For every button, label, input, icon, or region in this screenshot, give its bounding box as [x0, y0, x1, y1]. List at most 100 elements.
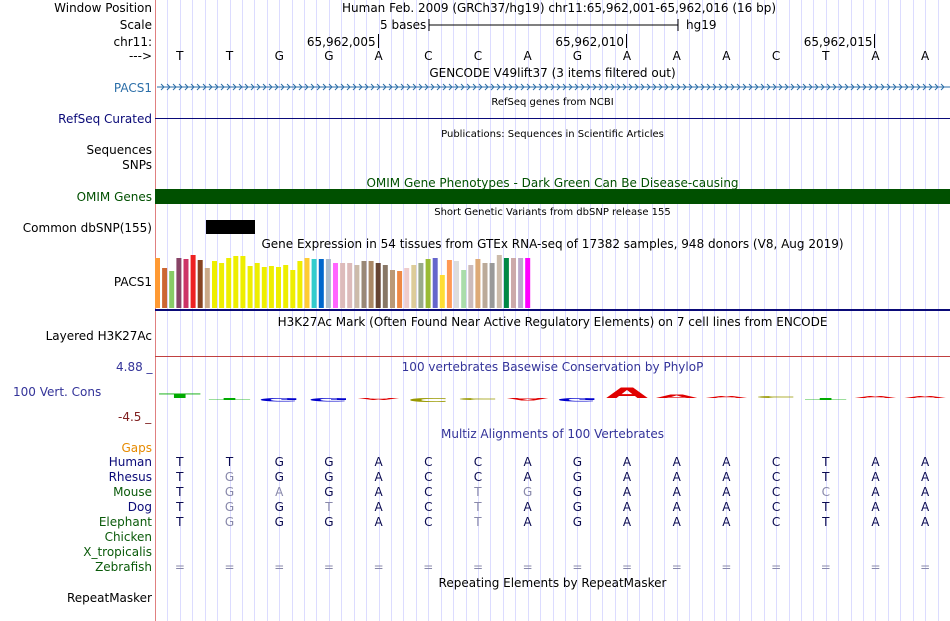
- multiz-species-label[interactable]: X_tropicalis: [83, 545, 152, 559]
- gtex-bar: [432, 258, 438, 308]
- gencode-strand-chevron: [664, 83, 669, 91]
- multiz-base: A: [622, 485, 632, 499]
- gencode-strand-chevron: [688, 83, 693, 91]
- multiz-base: =: [274, 560, 285, 574]
- multiz-base: G: [572, 485, 582, 499]
- gencode-strand-chevron: [670, 83, 675, 91]
- multiz-base: C: [771, 485, 781, 499]
- publications-label[interactable]: Sequences: [86, 143, 152, 157]
- dbsnp-variant[interactable]: [206, 220, 255, 234]
- multiz-base: T: [176, 455, 184, 469]
- gencode-strand-chevron: [388, 83, 393, 91]
- gencode-strand-chevron: [340, 83, 345, 91]
- h3k27ac-baseline: [155, 356, 950, 357]
- multiz-species-label[interactable]: Rhesus: [108, 470, 152, 484]
- refseq-label[interactable]: RefSeq Curated: [58, 112, 152, 126]
- multiz-base: A: [921, 485, 930, 499]
- multiz-base: A: [275, 485, 284, 499]
- gencode-label[interactable]: PACS1: [113, 81, 152, 95]
- chrom-label: chr11:: [113, 35, 152, 49]
- gtex-bar: [162, 268, 168, 308]
- gencode-gene-track[interactable]: [157, 82, 950, 92]
- gencode-strand-chevron: [796, 83, 801, 91]
- multiz-species-label[interactable]: Chicken: [104, 530, 152, 544]
- gtex-label[interactable]: PACS1: [113, 275, 152, 289]
- gtex-bar: [368, 261, 374, 308]
- multiz-base: A: [921, 515, 930, 529]
- multiz-row: [155, 545, 950, 560]
- gencode-strand-chevron: [922, 83, 927, 91]
- multiz-base: C: [771, 500, 781, 514]
- multiz-species-label[interactable]: Mouse: [113, 485, 152, 499]
- gencode-strand-chevron: [376, 83, 381, 91]
- multiz-base: =: [224, 560, 235, 574]
- gencode-strand-chevron: [502, 83, 507, 91]
- gencode-strand-chevron: [700, 83, 705, 91]
- gencode-strand-chevron: [298, 83, 303, 91]
- gencode-strand-chevron: [322, 83, 327, 91]
- gencode-strand-chevron: [856, 83, 861, 91]
- cons-logo-base: A: [705, 396, 749, 399]
- multiz-base: G: [224, 500, 235, 514]
- dbsnp-label[interactable]: Common dbSNP(155): [22, 221, 152, 235]
- multiz-species-label[interactable]: Dog: [127, 500, 152, 514]
- gencode-strand-chevron: [424, 83, 429, 91]
- multiz-base: C: [771, 455, 781, 469]
- multiz-base: T: [225, 455, 234, 469]
- multiz-base: =: [572, 560, 583, 574]
- gencode-strand-chevron: [574, 83, 579, 91]
- multiz-base: G: [274, 470, 284, 484]
- multiz-species-label[interactable]: Zebrafish: [95, 560, 152, 574]
- gencode-strand-chevron: [232, 83, 237, 91]
- multiz-base: A: [672, 470, 681, 484]
- multiz-base: =: [323, 560, 334, 574]
- multiz-row: = = = = = = = = = = = = = = = =: [155, 560, 950, 575]
- gtex-bar: [390, 270, 395, 308]
- omim-label[interactable]: OMIM Genes: [76, 190, 152, 204]
- gtex-bar-chart[interactable]: [155, 255, 555, 308]
- gencode-strand-chevron: [196, 83, 201, 91]
- multiz-species-label[interactable]: Human: [108, 455, 152, 469]
- cons-label[interactable]: 100 Vert. Cons: [13, 385, 102, 399]
- gencode-strand-chevron: [550, 83, 555, 91]
- gencode-strand-chevron: [184, 83, 189, 91]
- gencode-strand-chevron: [400, 83, 405, 91]
- gencode-strand-chevron: [292, 83, 297, 91]
- multiz-base: G: [572, 455, 582, 469]
- gencode-strand-chevron: [898, 83, 903, 91]
- ruler-coord: 65,962,005: [306, 35, 376, 49]
- multiz-base: T: [176, 515, 184, 529]
- repeatmasker-label[interactable]: RepeatMasker: [66, 591, 152, 605]
- gencode-strand-chevron: [370, 83, 375, 91]
- gencode-strand-chevron: [940, 83, 945, 91]
- multiz-base: A: [622, 455, 632, 469]
- multiz-base: G: [324, 470, 334, 484]
- ruler-tick: [874, 34, 876, 48]
- omim-phenotype-bar[interactable]: [155, 189, 950, 204]
- gtex-bar: [347, 263, 353, 308]
- multiz-base: A: [622, 500, 632, 514]
- gtex-bar: [496, 255, 502, 308]
- cons-logo-base: A: [656, 394, 704, 399]
- multiz-base: G: [274, 455, 284, 469]
- window-position-value: Human Feb. 2009 (GRCh37/hg19) chr11:65,9…: [342, 1, 777, 15]
- snps-label[interactable]: SNPs: [122, 158, 152, 172]
- gencode-strand-chevron: [652, 83, 657, 91]
- multiz-base: =: [721, 560, 732, 574]
- ruler-base: C: [424, 49, 433, 63]
- gencode-strand-chevron: [466, 83, 471, 91]
- multiz-species-label[interactable]: Elephant: [98, 515, 152, 529]
- gtex-bar: [397, 271, 403, 308]
- refseq-gene-line[interactable]: [155, 118, 950, 119]
- multiz-base: =: [820, 560, 831, 574]
- multiz-base: A: [672, 515, 681, 529]
- multiz-base: T: [325, 500, 333, 514]
- gencode-strand-chevron: [760, 83, 765, 91]
- gencode-strand-chevron: [478, 83, 483, 91]
- h3k27ac-label[interactable]: Layered H3K27Ac: [45, 329, 152, 343]
- gencode-strand-chevron: [508, 83, 513, 91]
- multiz-base: A: [374, 500, 383, 514]
- gencode-strand-chevron: [880, 83, 885, 91]
